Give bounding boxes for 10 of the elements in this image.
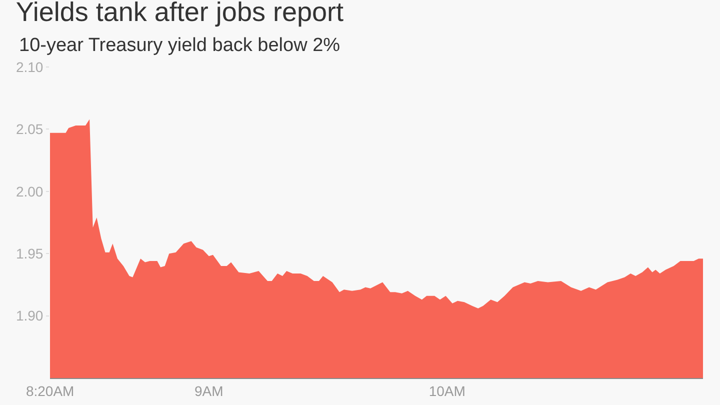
x-tick-label: 8:20AM xyxy=(26,382,74,399)
chart-subtitle: 10-year Treasury yield back below 2% xyxy=(19,35,340,56)
x-tick-label: 9AM xyxy=(194,382,224,399)
y-tick-label: 2.00 xyxy=(16,183,44,200)
y-tick-label: 1.90 xyxy=(16,308,44,324)
y-tick-label: 2.10 xyxy=(16,58,44,75)
x-tick-label: 10AM xyxy=(428,382,466,399)
y-tick-label: 2.05 xyxy=(16,121,44,138)
chart-title: Yields tank after jobs report xyxy=(16,0,344,27)
y-tick-label: 1.95 xyxy=(16,246,44,262)
